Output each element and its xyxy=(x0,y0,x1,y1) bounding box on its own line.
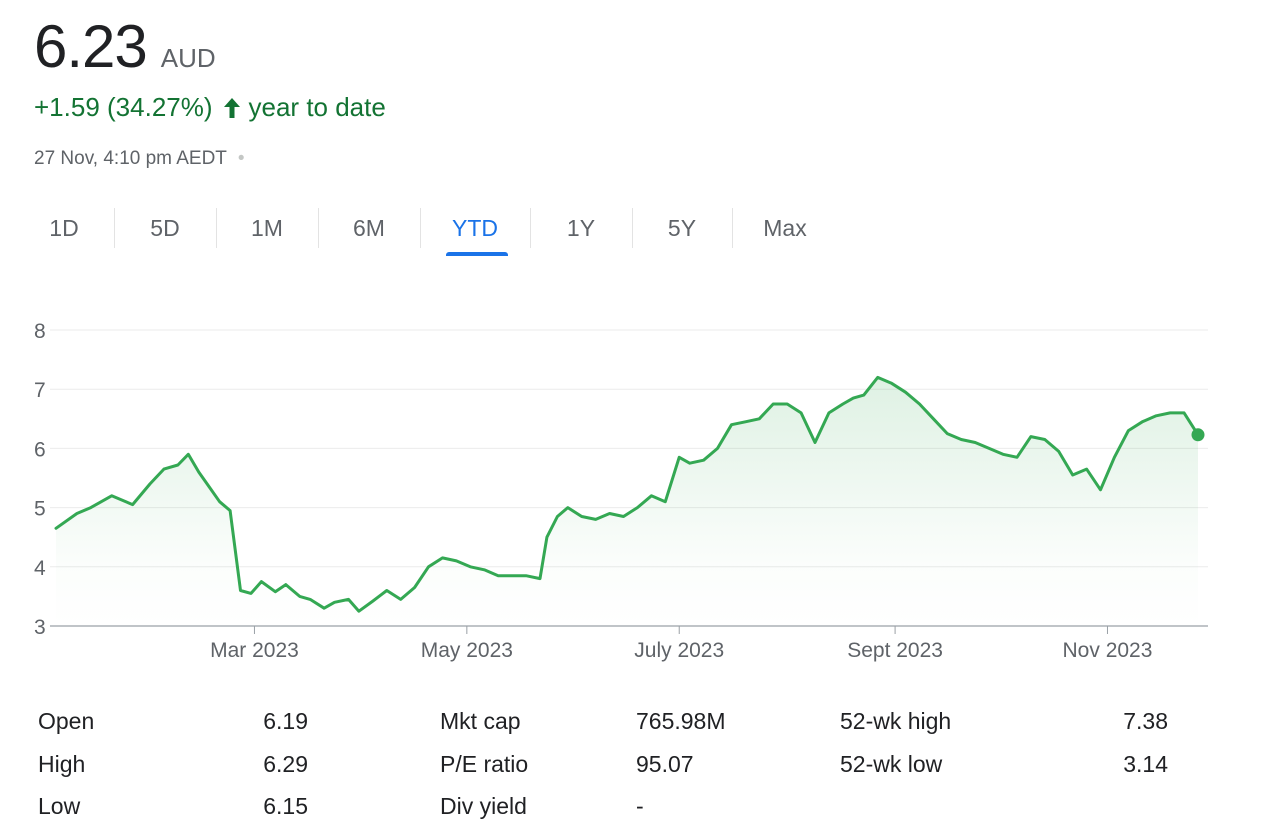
y-tick-label: 3 xyxy=(34,616,46,639)
y-tick-label: 4 xyxy=(34,557,46,580)
price-area xyxy=(56,377,1198,626)
stat-value-div-yield: - xyxy=(636,793,644,819)
price-chart[interactable]: 3 4 5 6 7 8 Mar 2023 May 2023 July 2023 Sept 2023… xyxy=(0,300,1282,680)
stat-value-52wk-high: 7.38 xyxy=(1123,708,1168,734)
tab-ytd[interactable]: YTD xyxy=(420,208,530,256)
stat-value-open: 6.19 xyxy=(263,708,308,734)
x-tick-label: Sept 2023 xyxy=(847,639,943,662)
stat-value-mkt-cap: 765.98M xyxy=(636,708,726,734)
last-price-marker xyxy=(1191,428,1205,442)
timestamp-text: 27 Nov, 4:10 pm AEDT xyxy=(34,148,227,169)
price-change: +1.59 (34.27%) year to date xyxy=(34,92,386,123)
stat-label-pe-ratio: P/E ratio xyxy=(440,751,529,777)
x-tick-label: Nov 2023 xyxy=(1063,639,1153,662)
y-tick-label: 6 xyxy=(34,438,46,461)
y-tick-label: 7 xyxy=(34,379,46,402)
timestamp-separator: • xyxy=(237,148,245,169)
change-value: +1.59 (34.27%) xyxy=(34,92,213,122)
stat-label-low: Low xyxy=(38,793,81,819)
stat-label-52wk-low: 52-wk low xyxy=(840,751,943,777)
tab-6m[interactable]: 6M xyxy=(318,208,420,248)
tab-5d[interactable]: 5D xyxy=(114,208,216,248)
y-tick-label: 8 xyxy=(34,320,46,343)
key-stats: Open 6.19 High 6.29 Low 6.15 Mkt cap 765… xyxy=(0,700,1282,824)
tab-max[interactable]: Max xyxy=(732,208,838,248)
price-header: 6.23 AUD xyxy=(34,12,216,82)
stat-label-div-yield: Div yield xyxy=(440,793,527,819)
stat-label-mkt-cap: Mkt cap xyxy=(440,708,521,734)
quote-timestamp: 27 Nov, 4:10 pm AEDT • xyxy=(34,148,245,170)
change-period: year to date xyxy=(248,92,386,122)
price-line xyxy=(54,375,1200,613)
x-tick-label: Mar 2023 xyxy=(210,639,299,662)
stat-value-high: 6.29 xyxy=(263,751,308,777)
tab-1y[interactable]: 1Y xyxy=(530,208,632,248)
current-price: 6.23 xyxy=(34,13,148,80)
arrow-up-icon xyxy=(223,97,240,118)
tab-5y[interactable]: 5Y xyxy=(632,208,732,248)
currency-label: AUD xyxy=(160,43,216,73)
tab-1m[interactable]: 1M xyxy=(216,208,318,248)
stat-label-52wk-high: 52-wk high xyxy=(840,708,952,734)
stat-value-52wk-low: 3.14 xyxy=(1123,751,1168,777)
stat-value-pe-ratio: 95.07 xyxy=(636,751,694,777)
x-tick-label: July 2023 xyxy=(634,639,724,662)
stat-label-high: High xyxy=(38,751,86,777)
x-tick-label: May 2023 xyxy=(421,639,513,662)
stat-value-low: 6.15 xyxy=(263,793,308,819)
stat-label-open: Open xyxy=(38,708,95,734)
tab-1d[interactable]: 1D xyxy=(49,214,79,241)
y-tick-label: 5 xyxy=(34,498,46,521)
range-tabs: 1D 5D 1M 6M YTD 1Y 5Y Max xyxy=(14,208,838,256)
